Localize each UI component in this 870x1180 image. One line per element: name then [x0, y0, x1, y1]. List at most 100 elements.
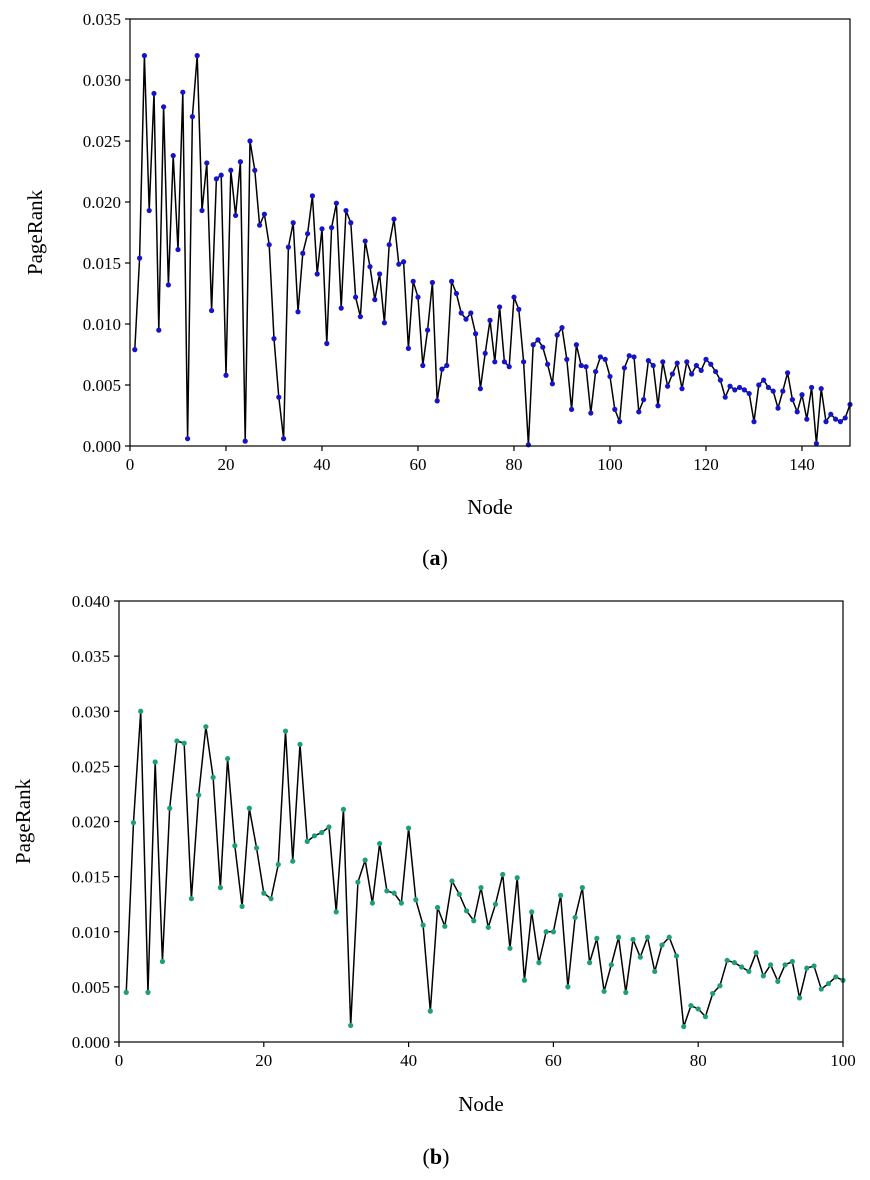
data-point [429, 279, 435, 286]
data-point [319, 226, 325, 232]
data-point [558, 892, 564, 898]
data-point [282, 728, 289, 734]
y-tick-label: 0.015 [83, 254, 121, 273]
data-point [688, 1003, 694, 1009]
y-tick-label: 0.020 [72, 813, 110, 832]
data-point [130, 820, 137, 826]
data-point [338, 305, 344, 311]
data-point [209, 307, 215, 314]
y-tick-label: 0.010 [83, 315, 121, 334]
data-point [727, 383, 733, 389]
data-point [203, 724, 209, 730]
data-point [724, 957, 730, 964]
data-point [180, 89, 186, 95]
data-point [753, 950, 759, 956]
data-point [737, 384, 743, 391]
data-point [785, 370, 791, 376]
data-point [593, 368, 599, 375]
data-point [702, 1014, 709, 1020]
data-point [637, 954, 643, 960]
x-tick-label: 140 [789, 455, 815, 474]
data-point [189, 114, 195, 120]
data-point [564, 356, 570, 362]
data-point [439, 366, 445, 372]
data-point [242, 438, 248, 444]
data-point [247, 138, 253, 144]
data-point [583, 364, 589, 370]
data-point [828, 411, 834, 417]
data-point [444, 362, 450, 369]
data-point [501, 359, 507, 365]
plot-frame [118, 600, 844, 1043]
data-point [673, 953, 680, 959]
y-tick-label: 0.000 [83, 437, 121, 456]
data-point [572, 914, 578, 921]
data-point [170, 153, 176, 159]
y-tick-label: 0.040 [72, 592, 110, 611]
data-point [492, 901, 499, 907]
data-point [156, 327, 162, 333]
data-point [357, 314, 363, 320]
data-point [695, 1006, 701, 1012]
data-point [530, 342, 536, 348]
panel-caption: (b) [423, 1144, 450, 1169]
data-point [141, 53, 147, 59]
data-point [297, 741, 303, 747]
data-point [348, 220, 354, 226]
y-tick-label: 0.025 [72, 757, 110, 776]
data-point [181, 740, 187, 746]
data-point [507, 945, 513, 951]
y-tick-label: 0.005 [72, 978, 110, 997]
data-point [174, 738, 180, 744]
data-point [188, 896, 194, 902]
data-point [813, 440, 820, 447]
data-point [636, 409, 642, 415]
data-point [573, 342, 580, 348]
data-point [739, 964, 745, 970]
x-tick-label: 80 [690, 1051, 707, 1070]
data-point [641, 397, 647, 403]
series-line [134, 54, 851, 446]
data-point [655, 403, 661, 409]
data-point [794, 409, 800, 415]
data-point [756, 382, 762, 388]
data-point [300, 250, 306, 256]
data-point [217, 885, 223, 891]
data-point [324, 340, 330, 347]
data-point [732, 387, 738, 393]
data-point [290, 858, 296, 864]
data-points [132, 53, 853, 448]
data-point [372, 297, 378, 303]
data-point [708, 361, 714, 367]
data-point [540, 344, 546, 350]
data-point [225, 756, 231, 762]
data-point [473, 331, 479, 337]
data-point [837, 419, 844, 425]
data-point [535, 337, 541, 343]
x-tick-label: 0 [115, 1051, 124, 1070]
data-point [311, 833, 318, 839]
data-point [145, 989, 151, 995]
data-point [348, 1022, 354, 1029]
x-tick-label: 120 [693, 455, 719, 474]
data-point [362, 857, 368, 863]
x-tick-label: 100 [830, 1051, 856, 1070]
data-point [175, 246, 181, 253]
data-point [768, 962, 774, 968]
data-point [684, 359, 690, 365]
data-point [406, 825, 412, 831]
x-tick-label: 20 [218, 455, 235, 474]
data-point [271, 336, 277, 342]
data-point [780, 388, 786, 394]
data-point [369, 900, 375, 906]
x-tick-label: 40 [314, 455, 331, 474]
data-point [405, 345, 411, 351]
data-point [536, 960, 542, 966]
x-axis-label: Node [467, 495, 513, 519]
data-point [669, 371, 676, 377]
data-point [185, 436, 191, 442]
data-point [597, 354, 604, 360]
data-point [666, 934, 672, 940]
data-point [607, 373, 613, 380]
x-tick-label: 0 [126, 455, 135, 474]
